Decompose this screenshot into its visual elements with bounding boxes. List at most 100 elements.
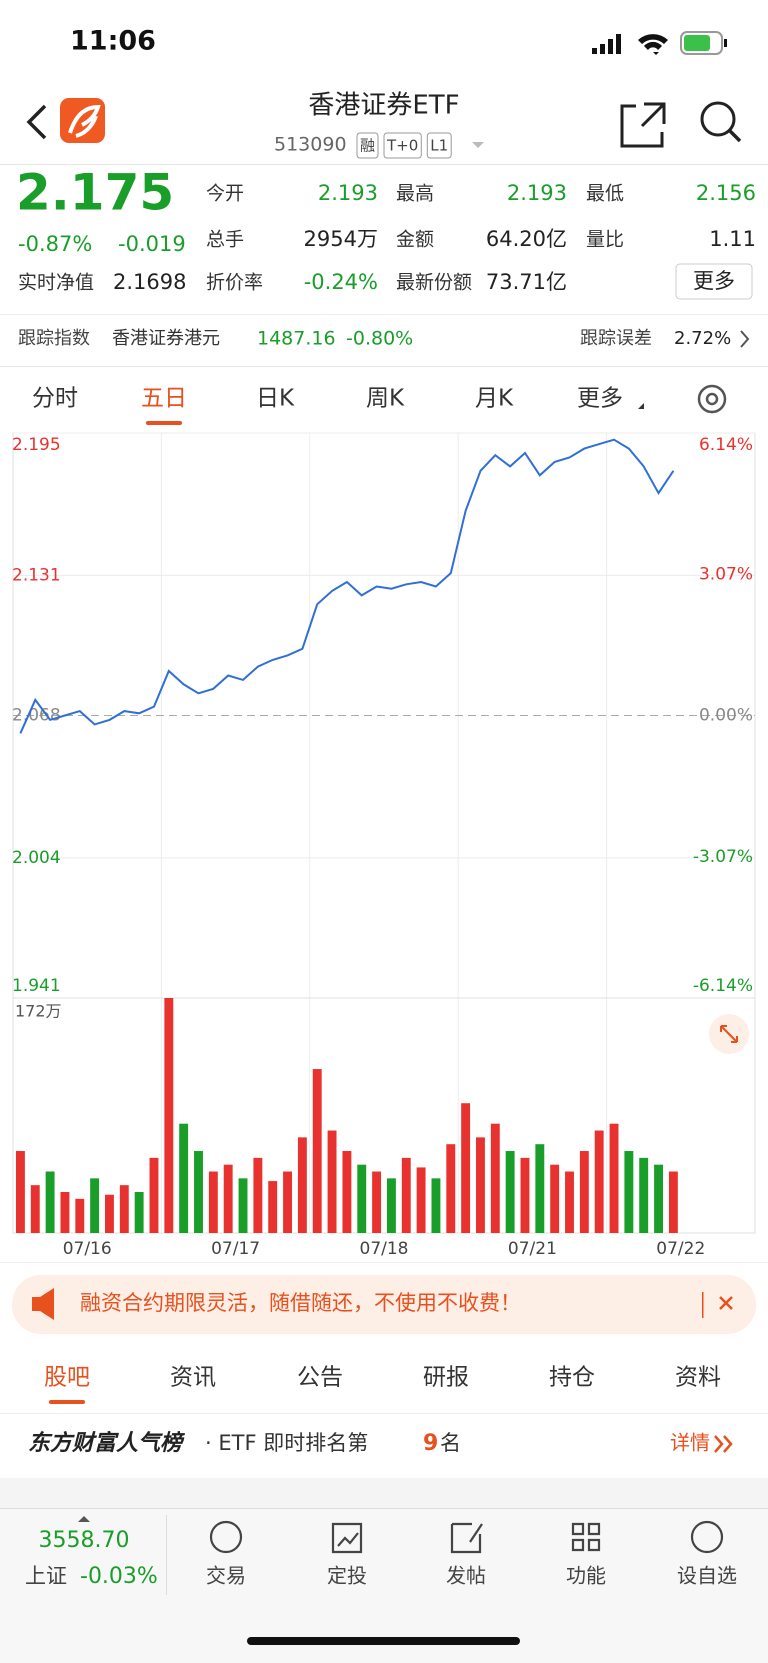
divider <box>0 314 768 315</box>
volume-bar <box>639 1157 649 1233</box>
volume-bar <box>45 1171 55 1233</box>
banner-close[interactable] <box>719 1296 733 1310</box>
volume-bar <box>134 1192 144 1233</box>
home-indicator <box>247 1637 520 1645</box>
volume-bar <box>550 1164 560 1233</box>
x-tick-label: 07/18 <box>360 1239 409 1259</box>
content-tab[interactable]: 公告 <box>297 1365 343 1391</box>
change-percent: -0.87% <box>18 232 92 256</box>
bottom-item[interactable]: 定投 <box>327 1564 367 1588</box>
chart: 07/16 07/17 07/18 07/21 07/22 2.195 6.14% 2.131… <box>12 432 756 1259</box>
content-tab[interactable]: 资料 <box>675 1365 721 1391</box>
chart-tab[interactable]: 日K <box>256 386 295 412</box>
more-button[interactable] <box>675 263 753 300</box>
ranking-text: · ETF 即时排名第 <box>205 1431 368 1455</box>
content-tab[interactable]: 股吧 <box>44 1365 90 1391</box>
app-logo-mark <box>68 104 101 138</box>
tag: L1 <box>430 137 448 155</box>
volume-bar <box>60 1192 70 1233</box>
field-value: 2.1698 <box>113 270 186 294</box>
ranking-title: 东方财富人气榜 <box>28 1430 186 1456</box>
chart-tab[interactable]: 更多 <box>577 386 623 412</box>
banner[interactable] <box>12 1275 756 1334</box>
chart-tab[interactable]: 五日 <box>141 386 187 412</box>
chart-tab[interactable]: 分时 <box>32 386 78 412</box>
ranking-link[interactable]: 详情 <box>670 1431 710 1455</box>
x-tick-label: 07/21 <box>508 1239 557 1259</box>
expand-button[interactable] <box>709 1014 749 1054</box>
volume-bar <box>297 1137 307 1233</box>
field-value: 2.193 <box>318 181 378 205</box>
index-pct: -0.03% <box>80 1564 158 1589</box>
field-label: 量比 <box>586 229 624 251</box>
volume-bar <box>30 1185 40 1233</box>
index-value: 3558.70 <box>39 1528 130 1553</box>
settings-button[interactable] <box>697 384 727 414</box>
volume-bar <box>416 1167 426 1233</box>
dropdown-caret[interactable] <box>472 142 484 148</box>
volume-bar <box>431 1178 441 1233</box>
y2-tick-label: 6.14% <box>699 435 753 455</box>
y2-tick-label: 0.00% <box>699 706 753 726</box>
bottom-item[interactable]: 发帖 <box>446 1564 486 1588</box>
chart-tab[interactable]: 月K <box>475 386 514 412</box>
stock-code: 513090 <box>274 134 347 156</box>
divider <box>0 366 768 367</box>
bottom-item[interactable]: 设自选 <box>677 1564 737 1588</box>
ranking-suffix: 名 <box>440 1431 461 1455</box>
field-label: 折价率 <box>206 272 263 294</box>
field-label: 最低 <box>586 183 624 205</box>
bottom-item[interactable]: 功能 <box>566 1564 606 1588</box>
index-caret <box>78 1516 90 1522</box>
banner-text: 融资合约期限灵活，随借随还，不使用不收费！ <box>80 1291 521 1315</box>
volume-bar <box>75 1198 85 1233</box>
last-price: 2.175 <box>16 164 174 222</box>
volume-bar <box>268 1181 278 1233</box>
volume-bar <box>312 1069 322 1233</box>
back-button[interactable] <box>26 104 47 140</box>
volume-bar <box>164 998 174 1233</box>
stock-title: 香港证券ETF <box>308 91 459 121</box>
volume-bar <box>624 1151 634 1233</box>
volume-bar <box>223 1164 233 1233</box>
volume-bar <box>372 1171 382 1233</box>
content-tab[interactable]: 资讯 <box>170 1365 216 1391</box>
y-tick-label: 2.131 <box>12 565 61 585</box>
tag: 融 <box>360 137 375 155</box>
x-tick-label: 07/16 <box>63 1239 112 1259</box>
volume-bar <box>194 1151 203 1233</box>
divider <box>0 1508 768 1509</box>
content-tab[interactable]: 持仓 <box>549 1365 595 1391</box>
tracking-error-label: 跟踪误差 <box>580 328 652 349</box>
bottom-icons <box>209 1520 724 1554</box>
field-value: 73.71亿 <box>486 270 567 294</box>
chart-tab[interactable]: 周K <box>366 386 405 412</box>
share-button[interactable] <box>620 102 666 148</box>
tab-caret <box>638 403 644 409</box>
volume-bar <box>520 1157 530 1233</box>
tracking-error: 2.72% <box>674 328 731 349</box>
volume-bar <box>15 1151 25 1233</box>
tracking-pct: -0.80% <box>346 328 413 350</box>
tracking-index: 香港证券港元 <box>112 328 220 349</box>
volume-tick-label: 172万 <box>15 1002 62 1021</box>
y2-tick-label: 3.07% <box>699 564 753 584</box>
ranking-chevrons <box>714 1435 733 1453</box>
search-button[interactable] <box>700 101 742 143</box>
content-tab[interactable]: 研报 <box>423 1365 469 1391</box>
tag-box <box>426 132 452 159</box>
tracking-value: 1487.16 <box>257 328 336 350</box>
app-logo <box>60 98 105 143</box>
volume-bar <box>594 1130 604 1233</box>
more-button-label: 更多 <box>693 269 735 293</box>
volume-bar <box>535 1144 545 1233</box>
volume-bar <box>565 1171 574 1233</box>
bottom-item[interactable]: 交易 <box>206 1564 246 1588</box>
chevron <box>740 330 750 348</box>
volume-bar <box>401 1157 411 1233</box>
y-tick-label: 2.004 <box>12 848 61 868</box>
speaker-icon <box>32 1288 54 1320</box>
volume-bar <box>490 1123 500 1233</box>
